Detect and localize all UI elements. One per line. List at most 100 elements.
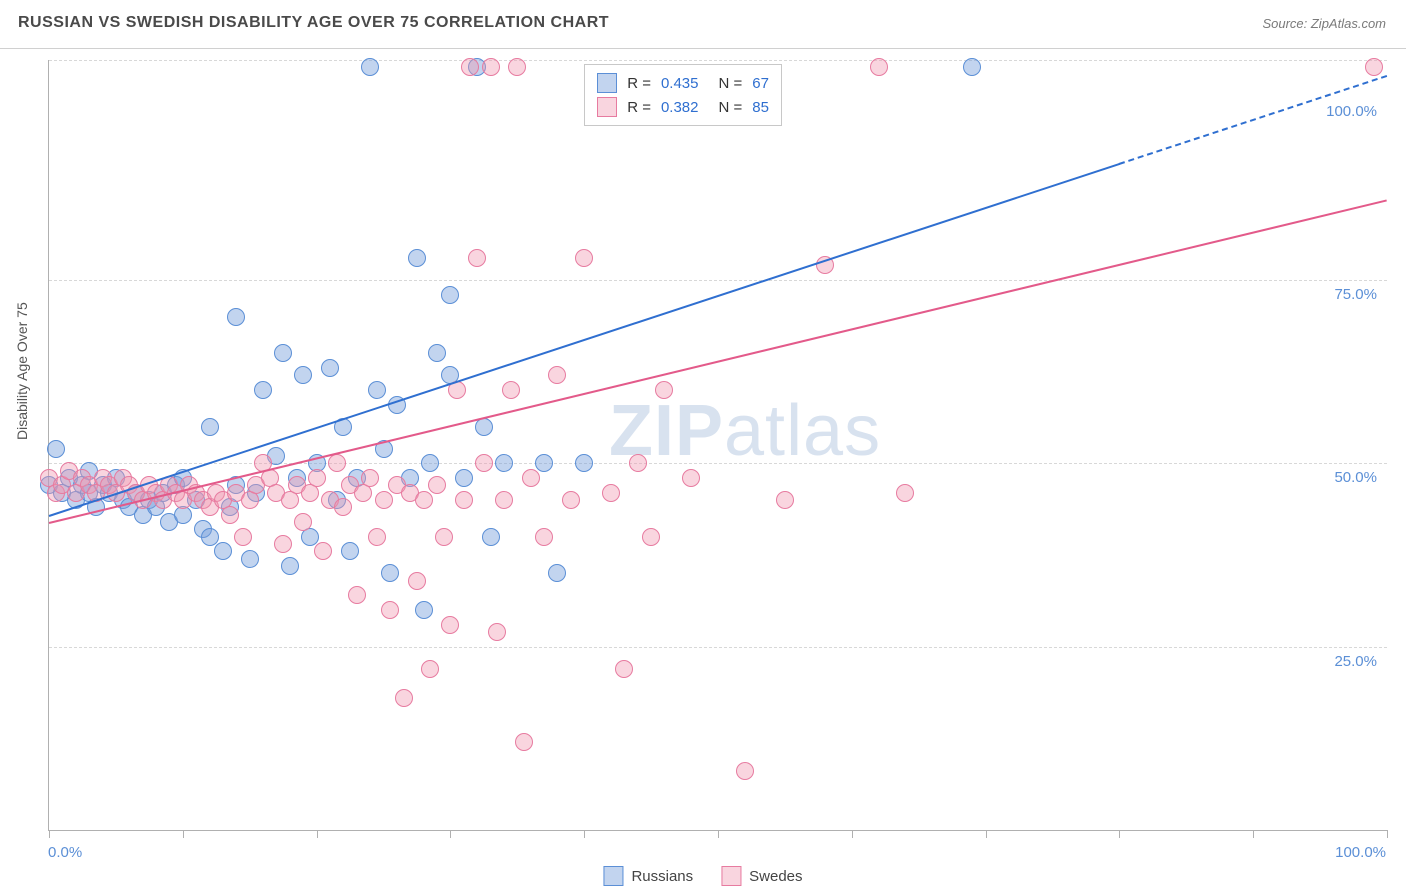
data-point	[274, 344, 292, 362]
data-point	[428, 344, 446, 362]
data-point	[227, 308, 245, 326]
data-point	[321, 359, 339, 377]
x-tick	[317, 830, 318, 838]
trend-line	[49, 199, 1387, 524]
legend-swatch	[597, 73, 617, 93]
data-point	[615, 660, 633, 678]
x-max-label: 100.0%	[1335, 844, 1386, 861]
data-point	[548, 564, 566, 582]
watermark-rest: atlas	[724, 391, 881, 471]
data-point	[408, 249, 426, 267]
data-point	[341, 542, 359, 560]
legend-label: Russians	[631, 868, 693, 885]
data-point	[575, 249, 593, 267]
data-point	[415, 491, 433, 509]
r-label: R =	[627, 75, 651, 92]
stats-row: R =0.435N =67	[597, 71, 769, 95]
x-tick	[718, 830, 719, 838]
y-tick-label: 100.0%	[1326, 103, 1377, 120]
y-tick-label: 50.0%	[1334, 469, 1377, 486]
data-point	[214, 542, 232, 560]
data-point	[361, 58, 379, 76]
r-label: R =	[627, 99, 651, 116]
data-point	[548, 366, 566, 384]
gridline	[49, 463, 1387, 464]
data-point	[502, 381, 520, 399]
data-point	[415, 601, 433, 619]
r-value: 0.382	[661, 99, 699, 116]
data-point	[408, 572, 426, 590]
x-tick	[183, 830, 184, 838]
x-tick	[1119, 830, 1120, 838]
trend-line	[1119, 75, 1387, 165]
data-point	[421, 660, 439, 678]
data-point	[455, 491, 473, 509]
x-min-label: 0.0%	[48, 844, 82, 861]
data-point	[334, 498, 352, 516]
stats-row: R = 0.382 N = 85	[597, 95, 769, 119]
n-value: 85	[752, 99, 769, 116]
data-point	[776, 491, 794, 509]
y-tick-label: 75.0%	[1334, 286, 1377, 303]
plot-area: ZIPatlas 25.0%50.0%75.0%100.0%R =0.435N …	[48, 60, 1387, 831]
data-point	[482, 528, 500, 546]
source-label: Source: ZipAtlas.com	[1262, 16, 1386, 31]
data-point	[361, 469, 379, 487]
data-point	[234, 528, 252, 546]
gridline	[49, 280, 1387, 281]
data-point	[482, 58, 500, 76]
n-value: 67	[752, 75, 769, 92]
n-label: N =	[719, 99, 743, 116]
data-point	[381, 601, 399, 619]
data-point	[328, 454, 346, 472]
data-point	[655, 381, 673, 399]
data-point	[421, 454, 439, 472]
data-point	[368, 528, 386, 546]
legend-swatch	[603, 866, 623, 886]
legend-label: Swedes	[749, 868, 802, 885]
y-axis-label: Disability Age Over 75	[14, 302, 30, 440]
data-point	[575, 454, 593, 472]
data-point	[441, 616, 459, 634]
x-tick	[1387, 830, 1388, 838]
data-point	[642, 528, 660, 546]
data-point	[488, 623, 506, 641]
data-point	[535, 454, 553, 472]
data-point	[629, 454, 647, 472]
data-point	[441, 286, 459, 304]
data-point	[963, 58, 981, 76]
legend-bottom: Russians Swedes	[603, 866, 802, 886]
data-point	[535, 528, 553, 546]
data-point	[515, 733, 533, 751]
data-point	[314, 542, 332, 560]
x-tick	[986, 830, 987, 838]
data-point	[736, 762, 754, 780]
data-point	[281, 557, 299, 575]
data-point	[1365, 58, 1383, 76]
data-point	[870, 58, 888, 76]
data-point	[495, 454, 513, 472]
data-point	[682, 469, 700, 487]
data-point	[428, 476, 446, 494]
x-tick	[852, 830, 853, 838]
data-point	[435, 528, 453, 546]
gridline	[49, 647, 1387, 648]
n-label: N =	[719, 75, 743, 92]
data-point	[455, 469, 473, 487]
data-point	[522, 469, 540, 487]
data-point	[468, 249, 486, 267]
data-point	[348, 586, 366, 604]
watermark-bold: ZIP	[609, 391, 724, 471]
data-point	[375, 491, 393, 509]
data-point	[241, 550, 259, 568]
gridline	[49, 60, 1387, 61]
data-point	[562, 491, 580, 509]
data-point	[201, 418, 219, 436]
x-tick	[1253, 830, 1254, 838]
x-tick	[49, 830, 50, 838]
data-point	[294, 513, 312, 531]
data-point	[602, 484, 620, 502]
header: RUSSIAN VS SWEDISH DISABILITY AGE OVER 7…	[0, 0, 1406, 49]
data-point	[461, 58, 479, 76]
chart-title: RUSSIAN VS SWEDISH DISABILITY AGE OVER 7…	[18, 14, 609, 32]
